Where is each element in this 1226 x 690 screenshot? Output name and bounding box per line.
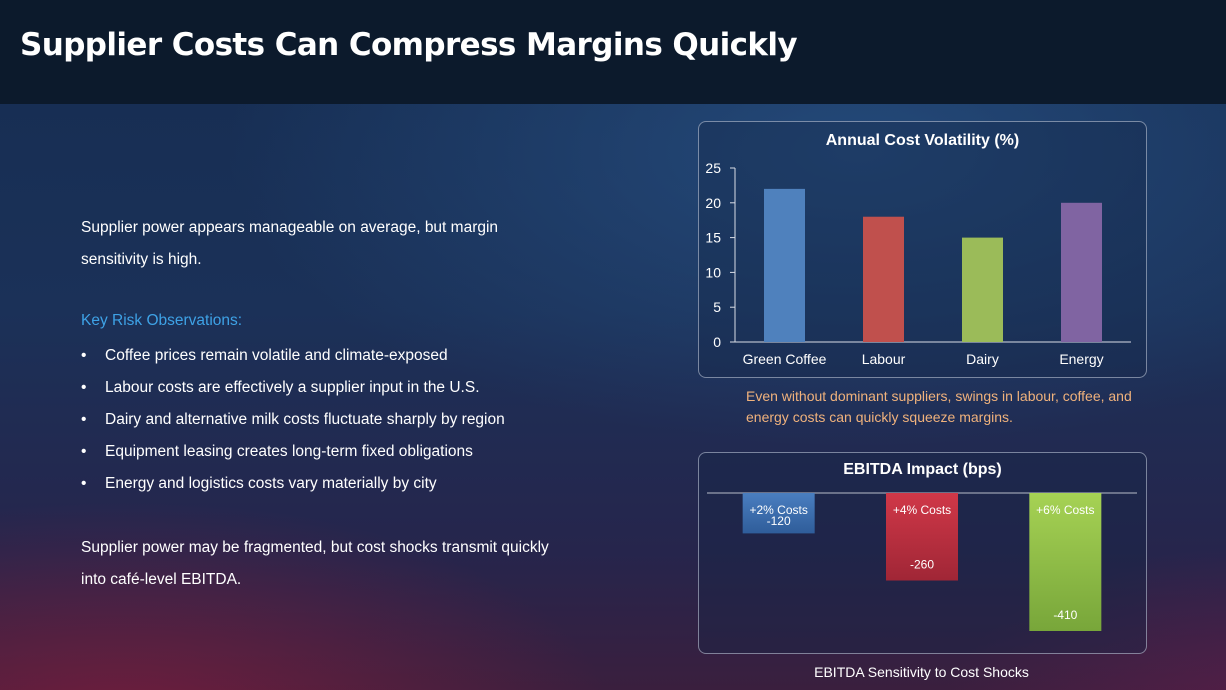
bar-2-costs [742,493,815,534]
bullet-icon: • [81,379,87,396]
bullet-icon: • [81,475,87,492]
bar-4-costs [886,493,958,581]
risk-item: • Coffee prices remain volatile and clima… [81,340,505,372]
volatility-caption: Even without dominant suppliers, swings … [746,388,1132,425]
volatility-chart: 0 5 10 15 20 25 Green Coffee Labour Dairy Energy [705,160,1131,367]
y-tick-label: 10 [705,264,721,280]
header-bar: Supplier Costs Can Compress Margins Quic… [0,0,1226,104]
bar-dairy [962,237,1003,342]
intro-paragraph: Supplier power appears manageable on ave… [81,219,499,268]
bar-category-label: +6% Costs [1036,503,1094,517]
bar-6-costs [1029,493,1102,631]
risk-list: • Coffee prices remain volatile and clima… [81,340,505,500]
y-tick-label: 25 [705,160,721,176]
ebitda-chart: +2% Costs-120 +4% Costs -260 +6% Costs -410 [707,492,1137,631]
risk-heading: Key Risk Observations: [81,312,243,329]
ebitda-caption: EBITDA Sensitivity to Cost Shocks [814,664,1029,680]
conclusion-paragraph: Supplier power may be fragmented, but co… [81,539,549,588]
risk-item-text: Equipment leasing creates long-term fixe… [105,443,473,460]
risk-item-text: Coffee prices remain volatile and climat… [105,347,448,364]
y-tick-label: 15 [705,230,721,246]
bar-labour [863,216,904,342]
page-title: Supplier Costs Can Compress Margins Quic… [20,27,798,63]
ebitda-chart-panel: EBITDA Impact (bps) +2% Costs -120 +4% Cos… [698,452,1147,654]
x-tick-label: Green Coffee [743,351,827,367]
y-tick-label: 20 [705,195,721,211]
ebitda-chart-title: EBITDA Impact (bps) [843,461,1002,478]
bar-category-label: +4% Costs [893,503,951,517]
risk-item-text: Labour costs are effectively a supplier … [105,379,480,396]
risk-item-text: Dairy and alternative milk costs fluctua… [105,411,505,428]
bar-value-label: -260 [910,558,934,572]
y-tick-label: 0 [713,334,721,350]
risk-item: • Dairy and alternative milk costs fluctu… [81,404,505,436]
x-tick-label: Dairy [966,351,999,367]
bar-value-label: -410 [1053,608,1077,622]
x-tick-label: Labour [862,351,906,367]
bar-value-label: -120 [767,514,791,528]
bar-energy [1061,202,1102,342]
bullet-icon: • [81,411,87,428]
bar-green-coffee [764,188,805,342]
y-tick-label: 5 [713,299,721,315]
bullet-icon: • [81,347,87,364]
x-tick-label: Energy [1059,351,1103,367]
bar-category-label: +2% Costs [749,503,807,517]
risk-item-text: Energy and logistics costs vary material… [105,475,437,492]
risk-item: • Labour costs are effectively a supplier… [81,372,505,404]
volatility-chart-title: Annual Cost Volatility (%) [825,132,1020,149]
bullet-icon: • [81,443,87,460]
risk-item: • Equipment leasing creates long-term fix… [81,436,505,468]
volatility-chart-panel: Annual Cost Volatility (%) 0 5 10 15 20 25 Gre… [698,121,1147,378]
risk-item: • Energy and logistics costs vary materia… [81,468,505,500]
